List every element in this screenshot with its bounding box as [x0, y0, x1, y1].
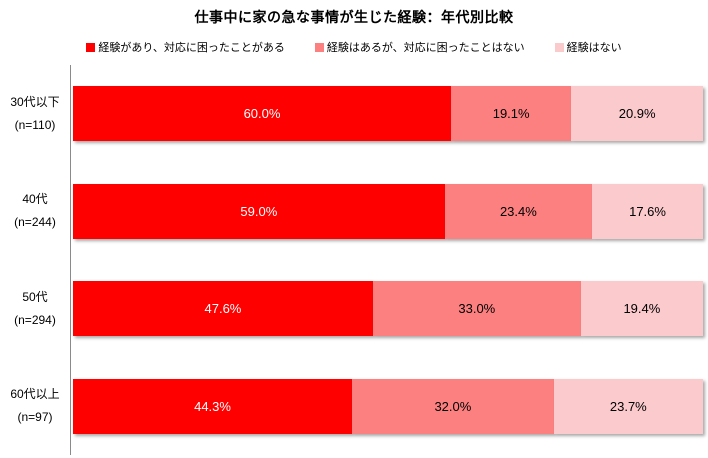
legend-item: 経験はあるが、対応に困ったことはない	[314, 39, 525, 55]
legend-label: 経験はあるが、対応に困ったことはない	[326, 42, 525, 54]
stacked-bar: 47.6% 33.0% 19.4%	[73, 281, 703, 337]
legend: 経験があり、対応に困ったことがある 経験はあるが、対応に困ったことはない 経験はない	[0, 39, 708, 55]
category-label: 60代以上 (n=97)	[0, 383, 70, 429]
plot-area: 30代以下 (n=110) 60.0% 19.1% 20.9% 40代 (n=244) 59.…	[0, 65, 703, 455]
legend-marker-icon	[314, 42, 324, 52]
category-name: 40代	[22, 192, 48, 207]
legend-item: 経験があり、対応に困ったことがある	[86, 39, 285, 55]
category-label: 40代 (n=244)	[0, 188, 70, 234]
bar-segment: 60.0%	[73, 86, 451, 142]
bar-segment: 19.1%	[451, 86, 572, 142]
legend-marker-icon	[554, 42, 564, 52]
segment-value-label: 23.7%	[609, 398, 647, 414]
bar-segment: 44.3%	[73, 378, 353, 434]
segment-value-label: 23.4%	[499, 203, 537, 219]
y-axis-line	[70, 65, 71, 455]
chart-title: 仕事中に家の急な事情が生じた経験：年代別比較	[194, 9, 514, 25]
bar-segment: 23.7%	[553, 378, 703, 434]
segment-value-label: 44.3%	[194, 398, 231, 414]
stacked-bar: 60.0% 19.1% 20.9%	[73, 86, 703, 142]
bar-segment: 17.6%	[592, 183, 703, 239]
segment-value-label: 59.0%	[240, 203, 278, 219]
legend-marker-icon	[86, 42, 96, 52]
bar-segment: 19.4%	[580, 281, 703, 337]
category-sample-size: (n=244)	[14, 215, 56, 230]
segment-value-label: 19.1%	[492, 106, 530, 122]
bar-row: 60代以上 (n=97) 44.3% 32.0% 23.7%	[0, 358, 703, 456]
legend-label: 経験があり、対応に困ったことがある	[98, 42, 285, 54]
category-name: 50代	[22, 289, 48, 304]
stacked-bar: 59.0% 23.4% 17.6%	[73, 183, 703, 239]
bar-row: 30代以下 (n=110) 60.0% 19.1% 20.9%	[0, 65, 703, 163]
bar-rows: 30代以下 (n=110) 60.0% 19.1% 20.9% 40代 (n=244) 59.…	[0, 65, 703, 455]
segment-value-label: 20.9%	[618, 106, 656, 122]
category-sample-size: (n=97)	[17, 410, 53, 425]
bar-segment: 33.0%	[372, 281, 581, 337]
legend-label: 経験はない	[566, 42, 622, 54]
bar-row: 50代 (n=294) 47.6% 33.0% 19.4%	[0, 260, 703, 358]
category-label: 30代以下 (n=110)	[0, 91, 70, 137]
category-sample-size: (n=294)	[14, 312, 56, 327]
bar-segment: 23.4%	[444, 183, 593, 239]
bar-row: 40代 (n=244) 59.0% 23.4% 17.6%	[0, 163, 703, 261]
bar-segment: 20.9%	[571, 86, 703, 142]
bar-segment: 32.0%	[352, 378, 554, 434]
segment-value-label: 32.0%	[434, 398, 472, 414]
stacked-bar: 44.3% 32.0% 23.7%	[73, 378, 703, 434]
category-name: 60代以上	[10, 387, 60, 402]
segment-value-label: 60.0%	[243, 106, 281, 122]
legend-item: 経験はない	[554, 39, 622, 55]
segment-value-label: 47.6%	[204, 301, 242, 317]
category-sample-size: (n=110)	[14, 117, 56, 132]
segment-value-label: 19.4%	[623, 301, 661, 317]
category-label: 50代 (n=294)	[0, 286, 70, 332]
segment-value-label: 17.6%	[629, 203, 666, 219]
category-name: 30代以下	[10, 94, 60, 109]
bar-segment: 59.0%	[73, 183, 445, 239]
bar-segment: 47.6%	[73, 281, 373, 337]
segment-value-label: 33.0%	[458, 301, 496, 317]
